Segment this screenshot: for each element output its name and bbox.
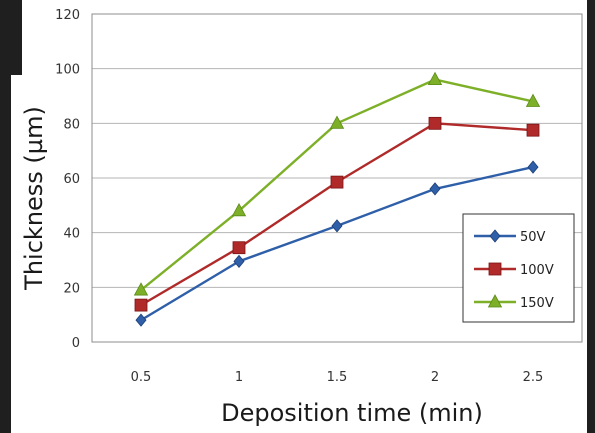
data-point-square [428, 116, 442, 130]
data-point-triangle [525, 93, 541, 107]
data-point-square [134, 298, 148, 312]
data-point-diamond [135, 313, 147, 327]
x-tick-labels: 0.5 1 1.5 2 2.5 [131, 370, 544, 385]
y-tick-label: 60 [63, 172, 80, 187]
y-tick-label: 100 [55, 63, 80, 78]
left-dark-edge [0, 0, 11, 433]
data-point-diamond [429, 182, 441, 196]
legend: 50V 100V 150V [462, 213, 575, 323]
legend-entry: 50V [474, 229, 546, 245]
x-tick-label: 1.5 [327, 370, 348, 385]
y-tick-labels: 0 20 40 60 80 100 120 [55, 8, 80, 351]
data-point-diamond [233, 254, 245, 268]
legend-entry: 150V [474, 294, 554, 311]
legend-label: 150V [520, 296, 554, 311]
data-point-triangle [427, 71, 443, 85]
y-tick-label: 0 [72, 336, 80, 351]
data-point-triangle [231, 202, 247, 217]
data-point-diamond [489, 229, 501, 243]
legend-label: 100V [520, 263, 554, 278]
legend-entry: 100V [474, 262, 554, 278]
x-tick-label: 1 [235, 370, 243, 385]
y-tick-label: 120 [55, 8, 80, 23]
legend-label: 50V [520, 230, 546, 245]
plot-area [91, 13, 583, 343]
y-tick-label: 40 [63, 227, 80, 242]
data-point-diamond [527, 160, 539, 174]
y-tick-label: 20 [63, 281, 80, 296]
data-point-square [526, 123, 540, 137]
x-tick-label: 0.5 [131, 370, 152, 385]
x-tick-label: 2 [431, 370, 439, 385]
series-lines [133, 71, 541, 327]
data-point-triangle [133, 282, 149, 296]
x-tick-label: 2.5 [523, 370, 544, 385]
right-dark-edge [587, 0, 595, 433]
x-axis-title: Deposition time (min) [221, 399, 483, 427]
series-50v [135, 160, 539, 327]
data-point-triangle [329, 115, 345, 129]
y-axis-title: Thickness (µm) [20, 106, 48, 291]
series-150v [133, 71, 541, 296]
data-point-square [232, 241, 246, 255]
series-100v [134, 116, 540, 312]
data-point-triangle [487, 294, 503, 308]
data-point-square [330, 175, 344, 189]
data-point-diamond [331, 219, 343, 233]
y-tick-label: 80 [63, 117, 80, 132]
top-left-dark-edge [0, 0, 22, 75]
data-point-square [488, 262, 502, 276]
